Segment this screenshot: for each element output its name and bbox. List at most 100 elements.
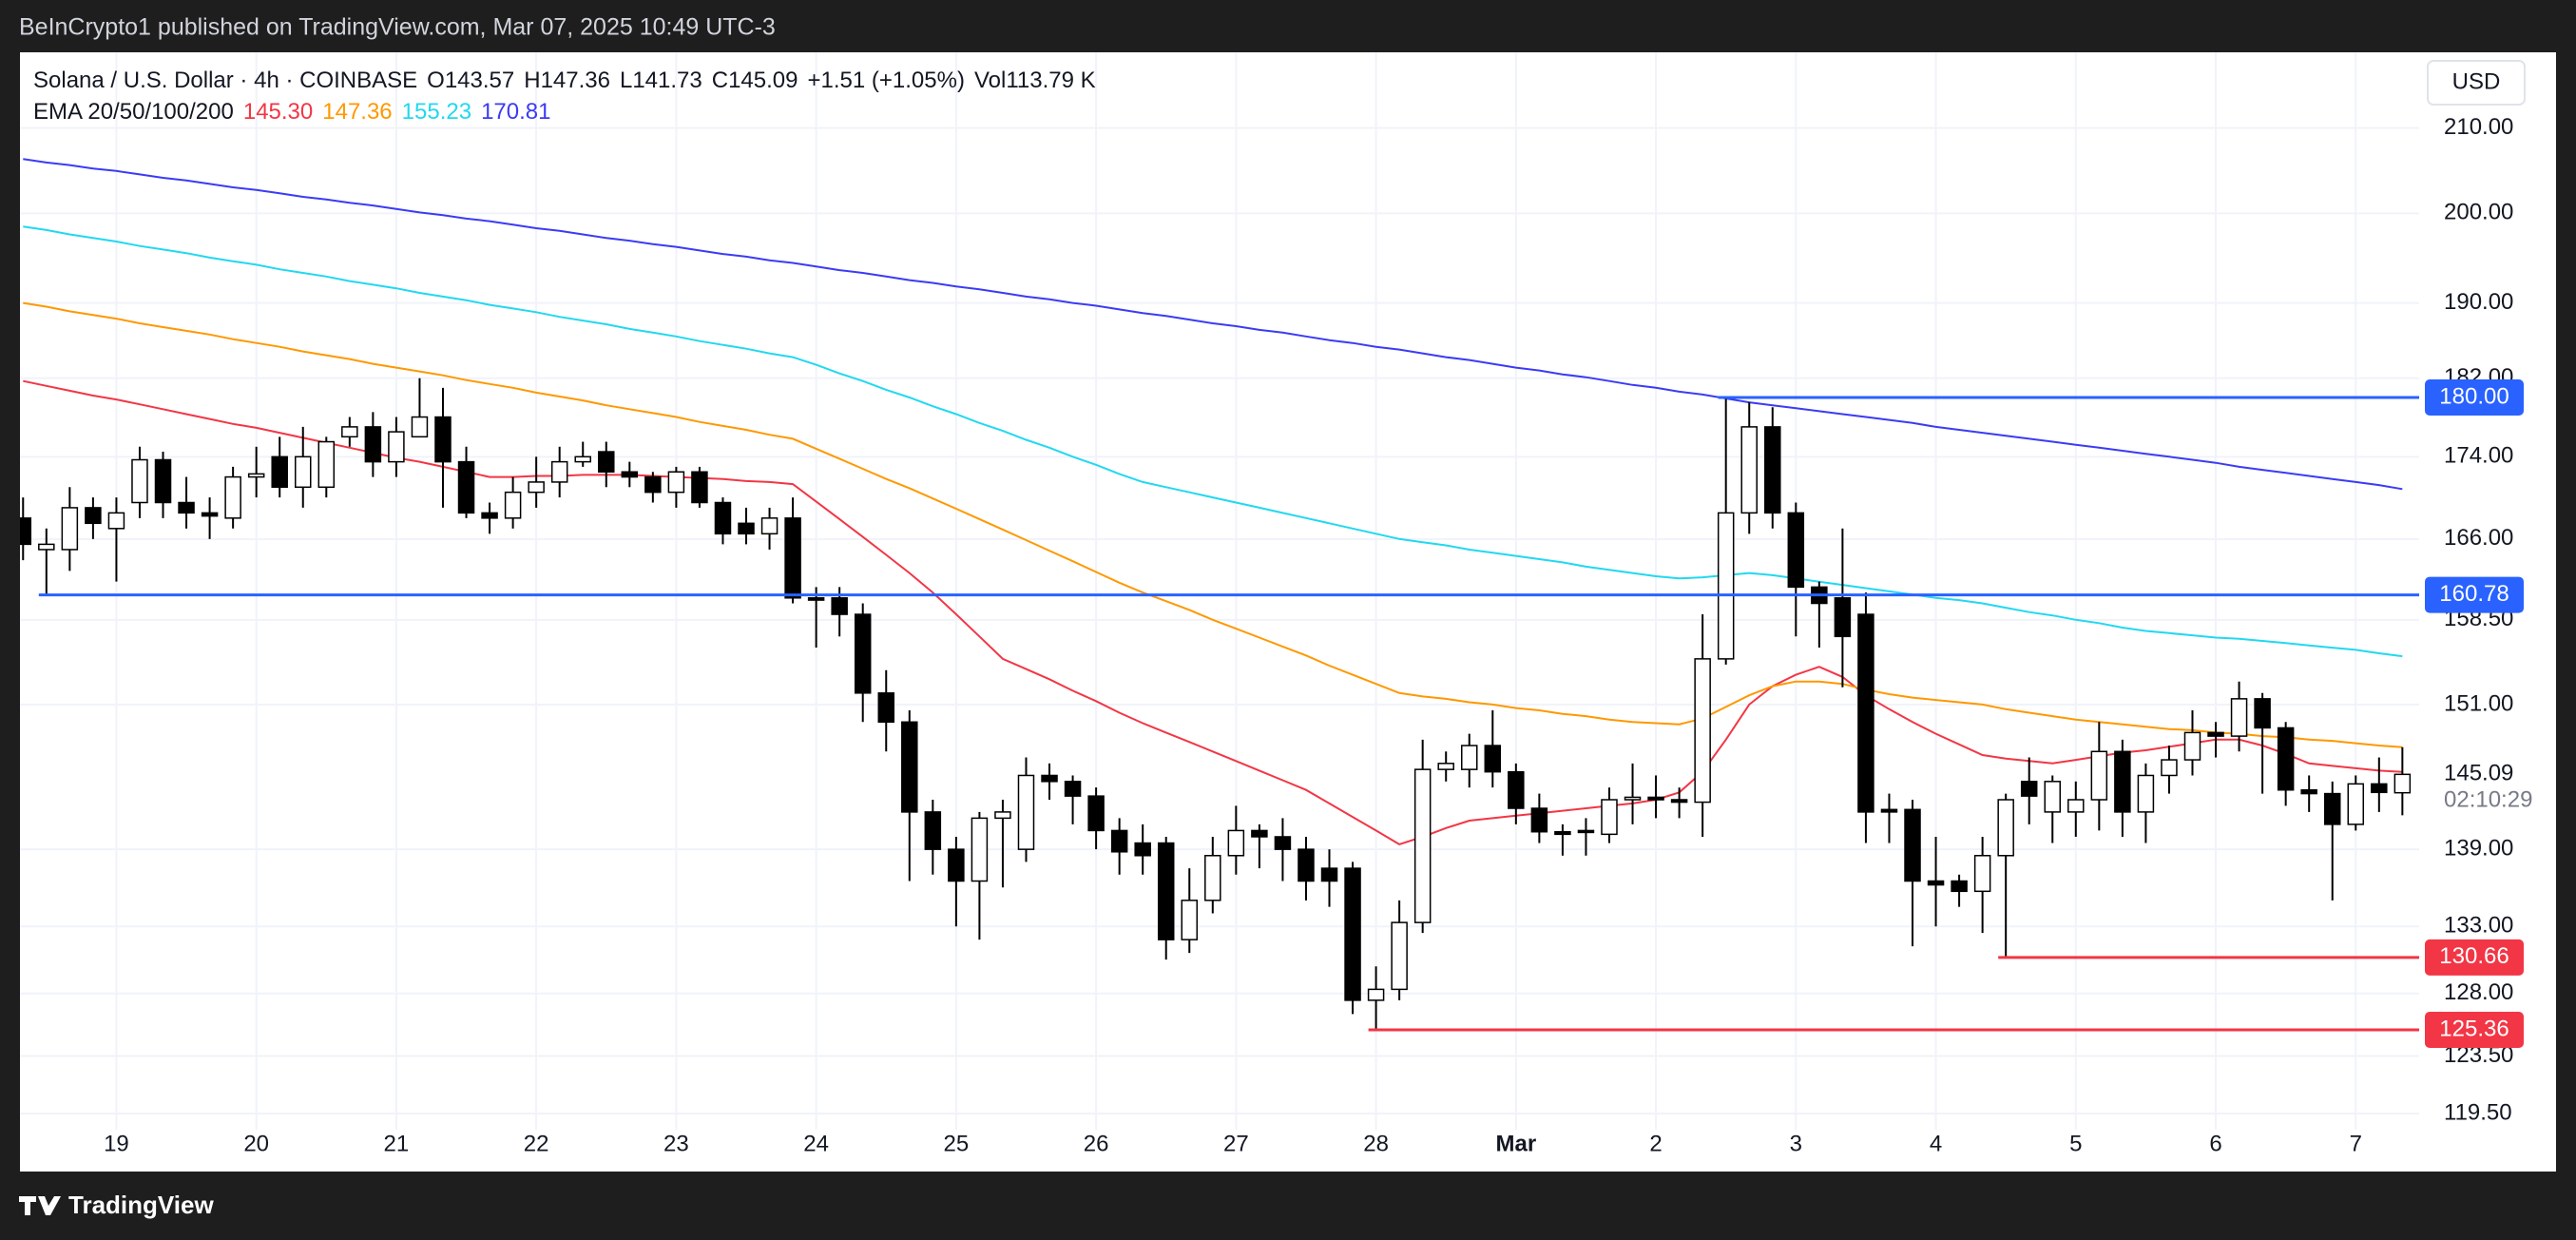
candle-body [1740, 426, 1758, 514]
candle-body [2183, 731, 2201, 761]
candle-body [691, 471, 708, 504]
candle-body [1554, 830, 1571, 836]
currency[interactable]: USD [2452, 68, 2501, 94]
level-label: 125.36 [2439, 1016, 2509, 1041]
level-label-box [2425, 939, 2524, 976]
candle-body [784, 517, 801, 599]
ema-value: 147.36 [322, 99, 393, 125]
x-tick-label: 25 [944, 1131, 970, 1156]
candle-body [224, 475, 241, 519]
candle-body [38, 543, 55, 551]
candle-body [667, 471, 685, 494]
candle-body [131, 458, 148, 504]
x-tick-label: 5 [2069, 1131, 2082, 1156]
candle-body [20, 517, 32, 546]
ema-value: 170.81 [481, 99, 551, 125]
candle-body [364, 426, 382, 463]
candle-body [2277, 727, 2295, 791]
candle-body [271, 455, 288, 489]
ohlc-item: +1.51 (+1.05%) [807, 68, 965, 93]
candle-body [738, 522, 755, 535]
candle-body [994, 811, 1011, 820]
candle-body [2114, 750, 2131, 813]
candle-body [1320, 867, 1338, 882]
candle-body [1391, 921, 1408, 991]
ema-title: EMA 20/50/100/200 [33, 99, 234, 125]
candle-body [760, 517, 779, 535]
brand: TradingView [68, 1191, 214, 1219]
ohlc-item: Vol113.79 K [973, 68, 1096, 93]
candle-body [1880, 808, 1898, 813]
candle-body [1227, 829, 1245, 857]
x-tick-label: 24 [803, 1131, 829, 1156]
ema-line [23, 301, 2403, 748]
candle-body [901, 721, 918, 813]
candle-body [1997, 799, 2014, 857]
candle-body [854, 613, 872, 694]
candle-body [1298, 848, 1315, 882]
candle-body [1251, 829, 1268, 838]
candle-body [831, 597, 848, 615]
level-label: 160.78 [2439, 581, 2509, 607]
candle-body [1787, 512, 1805, 589]
y-tick-label: 119.50 [2444, 1099, 2512, 1125]
axis: 210.00200.00190.00182.00174.00166.00158.… [104, 114, 2532, 1156]
ema-value: 155.23 [401, 99, 472, 125]
last-price-label: 145.09 [2444, 761, 2513, 786]
candle-body [457, 460, 475, 514]
x-tick-label: 6 [2209, 1131, 2221, 1156]
candle-body [2020, 781, 2038, 797]
candle-body [504, 491, 522, 519]
x-tick-label: Mar [1495, 1131, 1536, 1156]
x-tick-label: 28 [1363, 1131, 1389, 1156]
candle-body [388, 431, 405, 463]
candle-body [574, 455, 591, 463]
candle-body [948, 848, 965, 882]
x-tick-label: 2 [1649, 1131, 1662, 1156]
candle-body [1904, 808, 1921, 882]
candle-body [971, 817, 989, 882]
ohlc-legend: O143.57 H147.36 L141.73 C145.09 +1.51 (+1.05… [427, 68, 1105, 93]
candle-body [1274, 836, 1292, 850]
candle-body [1624, 796, 1642, 801]
candle-body [1857, 613, 1874, 813]
ema-line [23, 158, 2403, 491]
candle-body [2161, 759, 2178, 777]
candle-body [1951, 880, 1968, 893]
candle-body [1461, 745, 1478, 770]
candle-body [341, 426, 358, 438]
candle-body [1110, 829, 1128, 853]
currency-box[interactable] [2427, 60, 2526, 106]
candle-body [2300, 788, 2317, 795]
candle-body [528, 481, 545, 494]
candle-body [1041, 774, 1058, 783]
ohlc-item: C145.09 [711, 68, 798, 93]
candle-body [1484, 745, 1502, 773]
candle-body [317, 440, 336, 489]
candle-body [1064, 781, 1082, 797]
candle-body [178, 501, 195, 514]
candle-body [621, 471, 639, 478]
x-tick-label: 19 [104, 1131, 129, 1156]
ohlc-item: L141.73 [619, 68, 702, 93]
candle-body [2371, 783, 2388, 794]
candle-body [1973, 855, 1991, 893]
x-tick-label: 22 [524, 1131, 549, 1156]
candle-body [2347, 783, 2365, 825]
symbol: Solana / U.S. Dollar · 4h · COINBASE [33, 68, 418, 93]
ema-line [23, 379, 2403, 845]
candle-body [2393, 773, 2412, 794]
candle-body [2067, 799, 2085, 813]
symbol-legend: Solana / U.S. Dollar · 4h · COINBASE O143… [33, 67, 1115, 95]
y-tick-label: 139.00 [2444, 835, 2513, 861]
level-label: 130.66 [2439, 943, 2509, 969]
candle-body [201, 512, 219, 517]
candle-body [1181, 900, 1199, 940]
x-tick-label: 3 [1790, 1131, 1802, 1156]
level-label-box [2425, 1012, 2524, 1049]
x-tick-label: 23 [663, 1131, 689, 1156]
candle-body [2230, 698, 2248, 737]
candle-body [2207, 731, 2224, 737]
candle-body [1413, 768, 1432, 923]
